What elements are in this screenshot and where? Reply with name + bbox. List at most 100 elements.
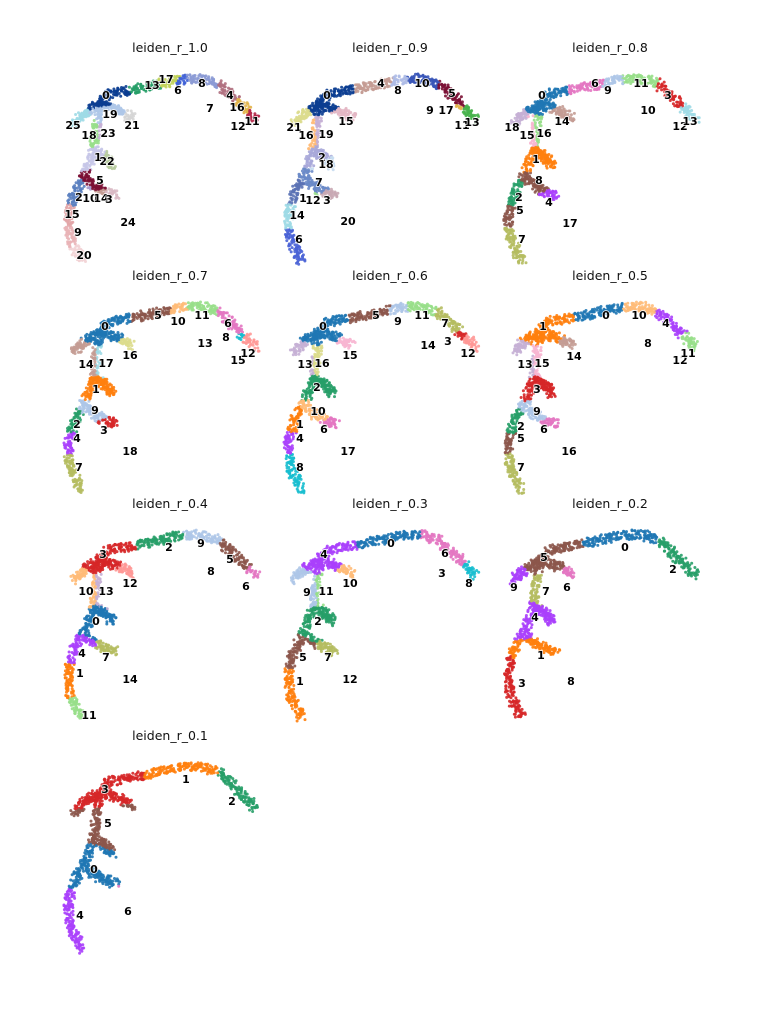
cell-point: [311, 152, 314, 155]
cluster-label: 21: [124, 119, 139, 132]
cell-point: [555, 196, 558, 199]
cluster-label: 6: [174, 84, 182, 97]
cell-point: [469, 111, 472, 114]
cell-point: [360, 91, 363, 94]
cluster-label: 0: [323, 89, 331, 102]
cell-point: [565, 90, 568, 93]
cell-point: [370, 84, 373, 87]
cell-point: [628, 75, 631, 78]
cell-point: [66, 199, 69, 202]
cell-point: [91, 346, 94, 349]
cell-point: [549, 103, 552, 106]
cluster-label: 14: [289, 209, 305, 222]
cluster-label: 20: [76, 249, 92, 262]
cell-point: [341, 111, 344, 114]
cell-point: [512, 254, 515, 257]
cell-point: [547, 93, 550, 96]
cell-point: [122, 319, 125, 322]
cell-point: [343, 110, 346, 113]
cell-point: [570, 89, 573, 92]
cell-point: [306, 178, 309, 181]
cell-point: [513, 185, 516, 188]
cell-point: [664, 85, 667, 88]
cell-point: [325, 189, 328, 192]
cell-point: [538, 121, 541, 124]
cell-point: [66, 457, 69, 460]
cell-point: [127, 312, 130, 315]
cell-point: [147, 317, 150, 320]
cell-point: [289, 230, 292, 233]
cell-point: [131, 112, 134, 115]
cell-point: [331, 196, 334, 199]
cell-point: [657, 82, 660, 85]
cell-point: [88, 153, 91, 156]
cluster-label: 7: [518, 233, 526, 246]
cluster-label: 9: [604, 84, 612, 97]
cell-point: [96, 145, 99, 148]
cell-point: [533, 119, 536, 122]
cell-point: [521, 262, 524, 265]
cell-point: [287, 237, 290, 240]
cell-point: [136, 87, 139, 90]
cell-point: [559, 94, 562, 97]
cell-point: [312, 164, 315, 167]
cell-point: [129, 320, 132, 323]
cell-point: [144, 317, 147, 320]
cell-point: [295, 246, 298, 249]
cell-point: [136, 82, 139, 85]
cell-point: [295, 187, 298, 190]
cell-point: [114, 390, 117, 393]
cell-point: [72, 349, 75, 352]
cell-point: [237, 331, 240, 334]
cell-point: [74, 352, 77, 355]
cell-point: [333, 111, 336, 114]
cell-point: [313, 109, 316, 112]
cell-point: [72, 251, 75, 254]
cluster-label: 6: [591, 77, 599, 90]
cell-point: [298, 181, 301, 184]
cell-point: [586, 87, 589, 90]
cell-point: [510, 203, 513, 206]
cell-point: [97, 331, 100, 334]
cell-point: [104, 382, 107, 385]
cell-point: [503, 223, 506, 226]
cell-point: [312, 113, 315, 116]
cell-point: [66, 464, 69, 467]
cluster-label: 9: [426, 104, 434, 117]
cell-point: [93, 333, 96, 336]
cell-point: [112, 323, 115, 326]
cell-point: [552, 198, 555, 201]
cell-point: [87, 407, 90, 410]
cell-point: [340, 86, 343, 89]
cluster-label: 7: [315, 176, 323, 189]
cell-point: [66, 437, 69, 440]
cell-point: [625, 78, 628, 81]
cell-point: [86, 157, 89, 160]
cell-point: [516, 252, 519, 255]
cell-point: [80, 338, 83, 341]
cell-point: [87, 387, 90, 390]
cell-point: [240, 328, 243, 331]
cell-point: [341, 93, 344, 96]
cell-point: [212, 78, 215, 81]
cluster-label: 13: [682, 115, 697, 128]
cell-point: [581, 83, 584, 86]
cell-point: [534, 112, 537, 115]
umap-scatter: 02116 19152187112 314620481095171113: [280, 40, 500, 250]
cell-point: [70, 346, 73, 349]
cell-point: [660, 88, 663, 91]
cell-point: [310, 148, 313, 151]
cell-point: [77, 111, 80, 114]
cell-point: [83, 185, 86, 188]
cluster-label: 19: [102, 108, 117, 121]
cell-point: [458, 99, 461, 102]
cell-point: [568, 84, 571, 87]
cell-point: [441, 87, 444, 90]
cluster-label: 25: [65, 119, 80, 132]
cell-point: [108, 416, 111, 419]
cell-point: [63, 455, 66, 458]
cell-point: [531, 122, 534, 125]
cell-point: [538, 193, 541, 196]
cell-point: [606, 80, 609, 83]
cell-point: [77, 183, 80, 186]
